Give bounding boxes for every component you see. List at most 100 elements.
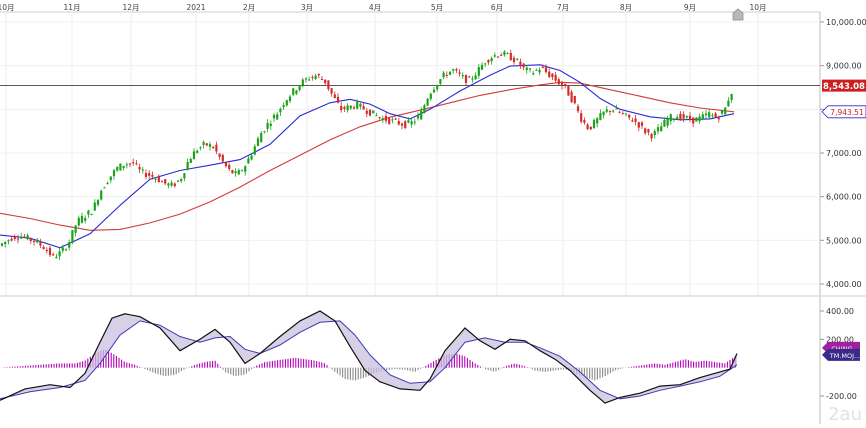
candle-body: [205, 143, 208, 146]
candle-body: [343, 107, 346, 109]
candle-body: [480, 64, 484, 70]
candle-body: [362, 106, 365, 110]
candle-body: [196, 150, 199, 153]
candle-body: [714, 113, 717, 118]
moving-average-tag: 7,943.51: [821, 105, 866, 119]
candle-body: [586, 124, 589, 130]
candle-body: [564, 83, 567, 86]
y-tick-label: 6,000.00: [826, 193, 862, 202]
candle-body: [416, 115, 420, 119]
candle-body: [10, 238, 13, 241]
candle-body: [426, 98, 429, 106]
candle-body: [96, 200, 100, 205]
candle-body: [173, 183, 176, 187]
candle-body: [669, 114, 672, 122]
candle-body: [119, 163, 122, 171]
candle-body: [330, 88, 333, 94]
candle-body: [269, 123, 272, 126]
candle-body: [333, 94, 336, 99]
candle-body: [144, 173, 148, 177]
candle-body: [484, 63, 487, 65]
candle-body: [583, 120, 586, 123]
candle-body: [199, 147, 202, 149]
candle-body: [71, 230, 74, 243]
candle-body: [224, 161, 228, 167]
candle-body: [311, 77, 314, 79]
candle-body: [192, 151, 196, 160]
candle-body: [349, 105, 352, 109]
candle-body: [615, 108, 618, 110]
candle-body: [410, 121, 413, 125]
candle-body: [490, 58, 493, 62]
candle-body: [663, 119, 666, 127]
candle-body: [567, 85, 570, 96]
candle-body: [250, 155, 253, 160]
last-price-tag-bg: [822, 79, 866, 92]
scroll-end-icon[interactable]: [732, 8, 744, 21]
candle-body: [317, 74, 320, 76]
candle-body: [244, 166, 247, 172]
candle-body: [535, 69, 538, 71]
candle-body: [285, 100, 288, 106]
candle-body: [660, 126, 663, 132]
candle-body: [157, 176, 160, 183]
candle-body: [308, 79, 311, 81]
candle-body: [80, 215, 84, 223]
candle-body: [592, 120, 596, 129]
x-tick-label: 3月: [301, 3, 313, 12]
last-price-tag: 8,543.08: [822, 79, 866, 92]
candle-body: [576, 106, 580, 112]
candle-body: [112, 170, 116, 177]
candle-body: [128, 163, 132, 165]
candle-body: [730, 93, 733, 101]
candle-body: [176, 180, 180, 182]
candle-body: [656, 127, 660, 132]
candle-body: [612, 110, 615, 112]
candle-body: [474, 75, 477, 80]
candle-body: [688, 115, 692, 120]
candle-body: [237, 170, 240, 175]
candle-body: [445, 74, 448, 76]
candle-body: [240, 170, 244, 172]
candle-body: [183, 173, 186, 179]
candle-body: [365, 110, 368, 114]
y-tick-label: 9,000.00: [826, 62, 862, 71]
x-tick-label: 11月: [63, 3, 80, 12]
candle-body: [503, 51, 506, 56]
candle-body: [640, 122, 644, 126]
candles: [0, 49, 733, 261]
candle-body: [378, 117, 381, 119]
candle-body: [394, 118, 397, 120]
candle-body: [532, 73, 535, 75]
candle-body: [189, 158, 192, 163]
candle-body: [541, 66, 544, 68]
candle-body: [256, 138, 260, 146]
candle-body: [404, 121, 407, 128]
candle-body: [538, 69, 541, 73]
candle-body: [679, 113, 682, 121]
indicator-tag-2-bg: [822, 348, 860, 361]
watermark: 2au: [828, 404, 862, 424]
candle-body: [208, 144, 212, 147]
candle-body: [164, 179, 167, 184]
candle-body: [717, 117, 720, 120]
candle-body: [29, 238, 32, 241]
candle-body: [186, 161, 189, 171]
candle-body: [448, 71, 452, 75]
x-tick-label: 12月: [122, 3, 139, 12]
candle-body: [288, 96, 292, 101]
candle-body: [368, 109, 372, 116]
candle-body: [45, 249, 48, 251]
candle-body: [48, 247, 52, 256]
candle-body: [516, 58, 519, 60]
candle-body: [727, 100, 730, 107]
candle-body: [557, 79, 560, 85]
candle-body: [61, 247, 64, 251]
candle-body: [122, 165, 125, 169]
candle-body: [621, 113, 624, 115]
indicator-tag-2-label: TM.MOJ...: [829, 352, 861, 360]
x-tick-label: 8月: [620, 3, 632, 12]
candle-body: [109, 176, 112, 181]
x-tick-label: 10月: [0, 3, 15, 12]
candle-body: [704, 113, 708, 116]
